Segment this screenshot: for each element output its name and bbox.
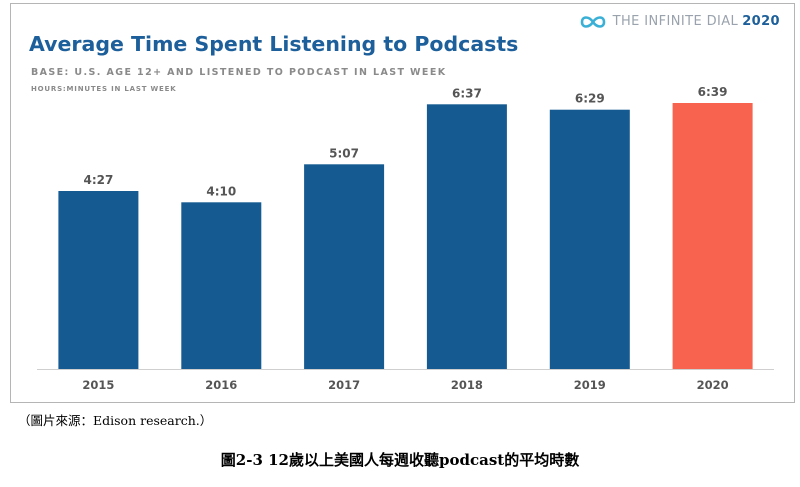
x-tick-2015: 2015: [82, 378, 114, 392]
x-tick-2019: 2019: [574, 378, 606, 392]
chart-unit-note: HOURS:MINUTES IN LAST WEEK: [31, 85, 177, 93]
data-label-2020: 6:39: [698, 85, 728, 99]
data-label-2016: 4:10: [206, 184, 236, 198]
data-label-2019: 6:29: [575, 92, 605, 106]
bar-2019: [549, 109, 630, 369]
x-tick-2016: 2016: [205, 378, 237, 392]
image-source-note: （圖片來源：Edison research.）: [18, 413, 213, 428]
brand-text: THE INFINITE DIAL: [612, 14, 739, 29]
x-tick-2020: 2020: [697, 378, 729, 392]
bar-2015: [58, 191, 139, 369]
chart-frame: THE INFINITE DIAL 2020 Average Time Spen…: [10, 3, 795, 403]
data-label-2018: 6:37: [452, 86, 482, 100]
x-tick-2018: 2018: [451, 378, 483, 392]
bar-2020: [672, 103, 753, 369]
chart-subtitle: BASE: U.S. AGE 12+ AND LISTENED TO PODCA…: [31, 67, 447, 78]
bar-2018: [426, 104, 507, 370]
chart-title: Average Time Spent Listening to Podcasts: [29, 32, 519, 56]
figure-caption: 圖2-3 12歲以上美國人每週收聽podcast的平均時數: [220, 451, 580, 469]
data-label-2017: 5:07: [329, 146, 359, 160]
bar-2017: [304, 164, 385, 369]
brand-logo: THE INFINITE DIAL 2020: [579, 14, 780, 29]
x-tick-2017: 2017: [328, 378, 360, 392]
bar-chart: 4:27 2015 4:10 2016 5:07 2017 6:37 2018 6:29 2019…: [37, 85, 774, 392]
infinity-icon: [580, 15, 605, 28]
brand-year: 2020: [742, 14, 780, 29]
data-label-2015: 4:27: [83, 173, 113, 187]
bar-2016: [181, 202, 262, 369]
